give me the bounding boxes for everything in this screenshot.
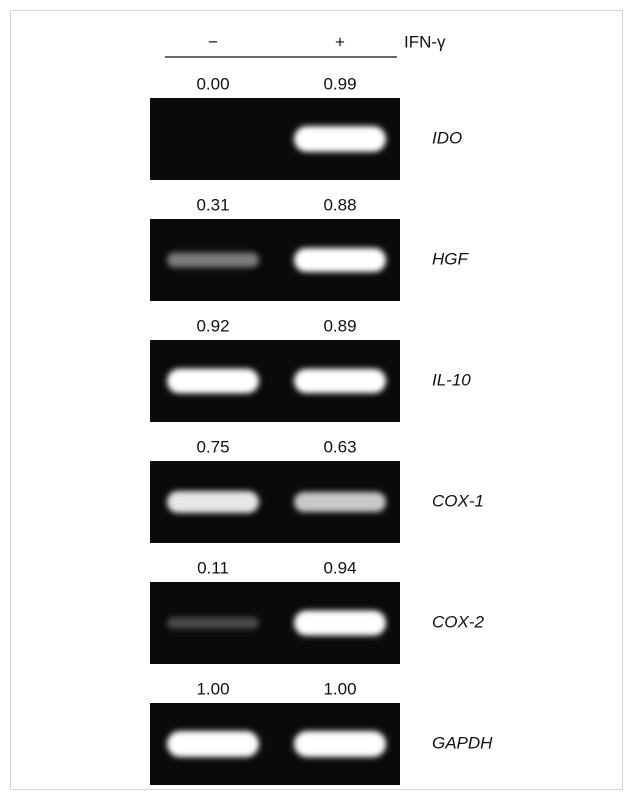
band <box>294 610 386 635</box>
band <box>167 491 259 513</box>
band <box>294 126 386 152</box>
band <box>167 731 259 757</box>
band <box>294 492 386 512</box>
band-value: 0.99 <box>323 74 356 93</box>
band-value: 0.88 <box>323 195 356 214</box>
gene-label: HGF <box>432 249 470 268</box>
gene-label: COX-1 <box>432 491 484 510</box>
figure: − + IFN-γ IDO 0.00 0.99 HGF 0.31 0.88 IL-10 0.9… <box>0 0 633 800</box>
band <box>294 369 386 393</box>
band <box>294 731 386 757</box>
gene-label: COX-2 <box>432 612 485 631</box>
band <box>167 617 259 629</box>
gene-label: GAPDH <box>432 733 493 752</box>
band-value: 0.31 <box>196 195 229 214</box>
band-value: 0.00 <box>196 74 229 93</box>
gene-label: IDO <box>432 128 462 147</box>
band-value: 1.00 <box>323 679 356 698</box>
band-value: 1.00 <box>196 679 229 698</box>
band-value: 0.92 <box>196 316 229 335</box>
band <box>294 248 386 272</box>
band-value: 0.75 <box>196 437 229 456</box>
band <box>167 253 259 268</box>
minus-label: − <box>208 32 218 51</box>
band-value: 0.11 <box>197 558 229 577</box>
plus-label: + <box>335 32 345 51</box>
band-value: 0.94 <box>323 558 356 577</box>
band <box>167 369 259 394</box>
band-value: 0.89 <box>323 316 356 335</box>
gene-label: IL-10 <box>432 370 471 389</box>
treatment-label: IFN-γ <box>404 32 446 51</box>
band-value: 0.63 <box>323 437 356 456</box>
